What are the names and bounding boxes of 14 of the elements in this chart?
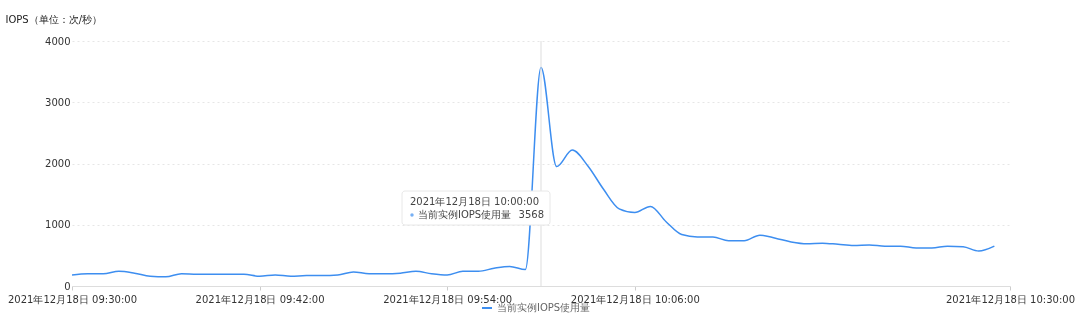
annotation: 3568: [518, 209, 544, 220]
y-tick-label: 0: [64, 280, 71, 292]
line-series: [72, 66, 996, 278]
legend-label: 当前实例IOPS使用量: [497, 302, 591, 313]
y-tick-label: 4000: [45, 35, 71, 47]
y-tick-label: 3000: [45, 96, 71, 108]
x-tick-label: 2021年12月18日 10:30:00: [946, 293, 1075, 305]
annotation: 当前实例IOPS使用量: [418, 209, 512, 220]
annotation: 2021年12月18日 10:00:00: [410, 196, 539, 207]
y-tick-label: 1000: [45, 219, 71, 231]
x-tick-label: 2021年12月18日 09:30:00: [8, 293, 137, 305]
y-axis-title: IOPS（单位：次/秒）: [5, 13, 103, 25]
x-tick-label: 2021年12月18日 09:42:00: [195, 293, 325, 305]
y-tick-label: 2000: [45, 158, 71, 169]
